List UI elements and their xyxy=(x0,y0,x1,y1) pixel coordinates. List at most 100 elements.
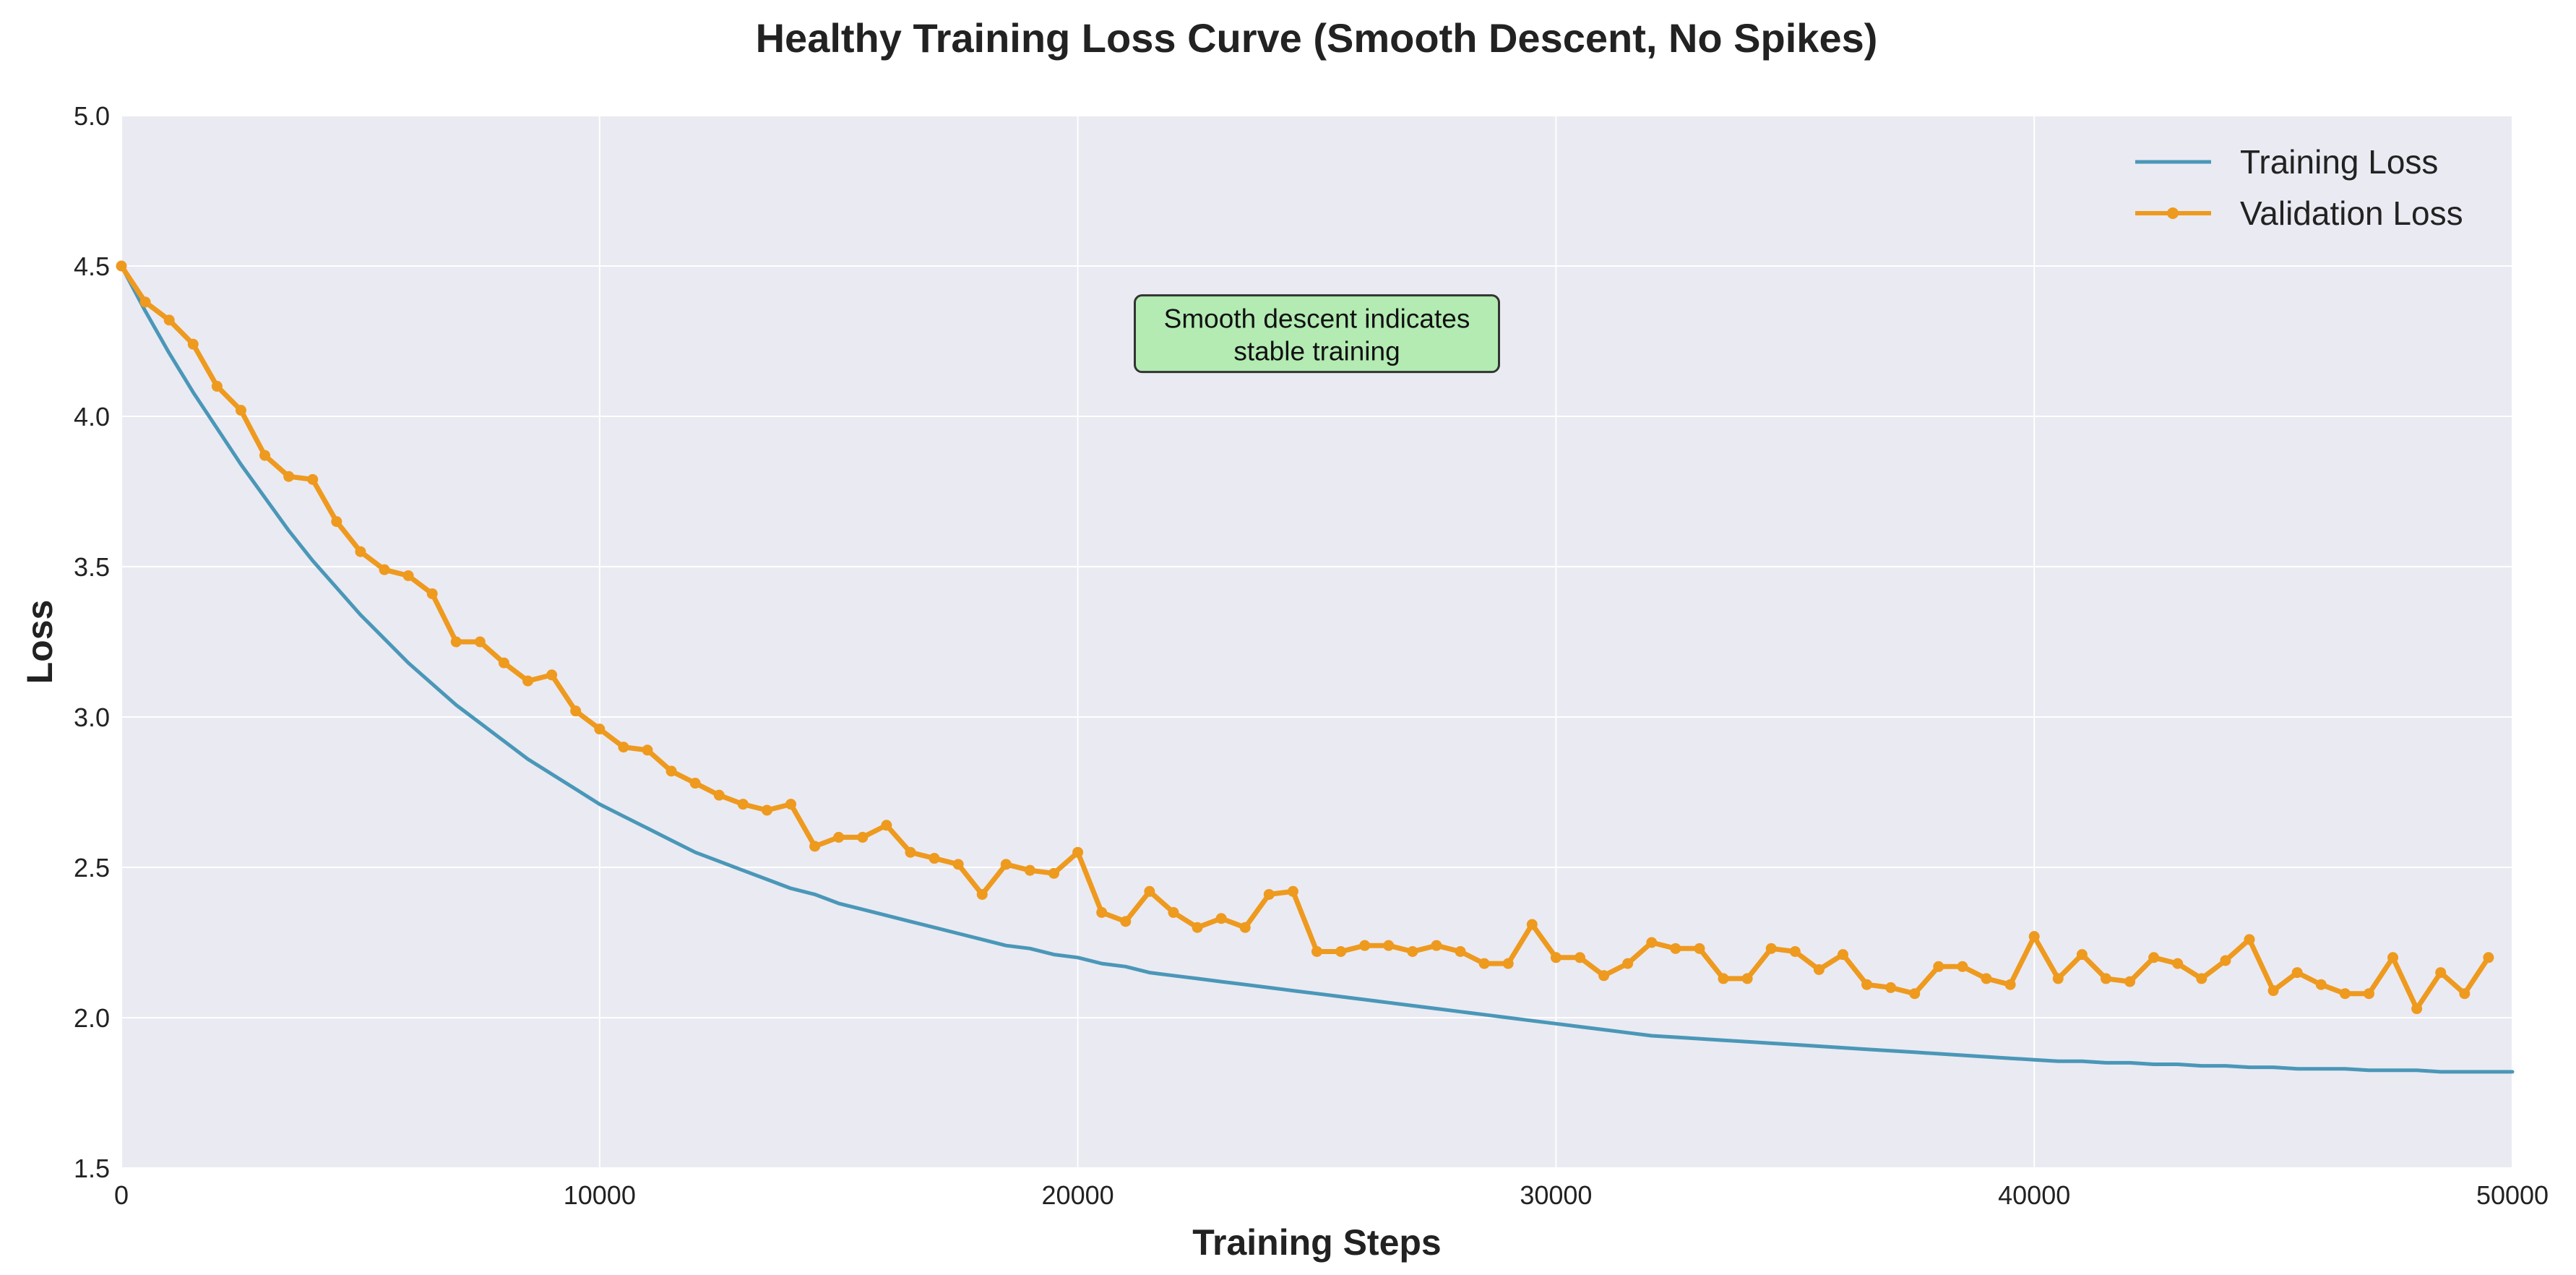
y-axis-label: Loss xyxy=(20,600,60,684)
validation-loss-point xyxy=(1837,949,1848,961)
validation-loss-point xyxy=(1718,973,1729,984)
validation-loss-point xyxy=(474,636,486,648)
validation-loss-point xyxy=(594,724,606,735)
validation-loss-point xyxy=(450,636,462,648)
validation-loss-point xyxy=(929,853,940,864)
x-tick-label: 50000 xyxy=(2476,1180,2549,1210)
y-tick-label: 3.0 xyxy=(74,703,110,732)
validation-loss-point xyxy=(1741,973,1753,984)
x-axis-ticks: 0 10000 20000 30000 40000 50000 xyxy=(114,1180,2549,1210)
validation-loss-point xyxy=(2148,952,2160,963)
y-axis-ticks: 1.5 2.0 2.5 3.0 3.5 4.0 4.5 5.0 xyxy=(74,101,110,1183)
validation-loss-point xyxy=(857,831,869,843)
validation-loss-point xyxy=(1000,859,1012,870)
validation-loss-point xyxy=(1024,864,1035,876)
validation-loss-point xyxy=(881,820,892,831)
validation-loss-point xyxy=(785,799,797,810)
validation-loss-point xyxy=(259,450,271,461)
validation-loss-point xyxy=(2387,952,2399,963)
y-tick-label: 1.5 xyxy=(74,1154,110,1183)
validation-loss-point xyxy=(1192,922,1203,933)
validation-loss-point xyxy=(2004,979,2016,990)
validation-loss-point xyxy=(546,669,558,681)
validation-loss-point xyxy=(2028,931,2040,943)
validation-loss-point xyxy=(139,296,151,308)
validation-loss-point xyxy=(833,831,845,843)
y-tick-label: 2.5 xyxy=(74,853,110,883)
validation-loss-point xyxy=(1287,885,1298,897)
validation-loss-point xyxy=(1550,952,1561,963)
validation-loss-point xyxy=(1144,885,1155,897)
validation-loss-point xyxy=(1431,940,1442,951)
validation-loss-line xyxy=(119,263,2491,1011)
legend-label-validation-loss: Validation Loss xyxy=(2240,194,2463,232)
validation-loss-point xyxy=(331,516,343,528)
validation-loss-point xyxy=(2172,958,2184,969)
validation-loss-point xyxy=(211,380,223,392)
x-tick-label: 20000 xyxy=(1042,1180,1114,1210)
validation-loss-point xyxy=(2291,967,2303,979)
x-tick-label: 10000 xyxy=(564,1180,636,1210)
validation-loss-point xyxy=(1909,988,1921,1000)
validation-loss-point xyxy=(1383,940,1395,951)
y-tick-label: 2.0 xyxy=(74,1003,110,1033)
validation-loss-point xyxy=(737,799,749,810)
validation-loss-point xyxy=(952,859,964,870)
annotation-box: Smooth descent indicates stable training xyxy=(1134,294,1500,374)
validation-loss-point xyxy=(761,804,772,816)
validation-loss-point xyxy=(1311,945,1322,957)
validation-loss-point xyxy=(689,778,701,789)
validation-loss-point xyxy=(283,471,295,482)
validation-loss-point xyxy=(1407,945,1418,957)
validation-loss-point xyxy=(642,744,653,756)
validation-loss-point xyxy=(1670,943,1681,954)
validation-loss-point xyxy=(1526,919,1538,930)
validation-loss-point xyxy=(1478,958,1490,969)
validation-loss-point xyxy=(1502,958,1514,969)
validation-loss-point xyxy=(1263,888,1275,900)
validation-loss-point xyxy=(2196,973,2207,984)
validation-loss-point xyxy=(1813,963,1825,975)
validation-loss-point xyxy=(2244,934,2255,945)
gridlines xyxy=(121,115,2513,1169)
validation-loss-point xyxy=(116,260,127,272)
validation-loss-point xyxy=(1789,945,1801,957)
validation-loss-point xyxy=(426,588,438,599)
validation-loss-point xyxy=(976,888,988,900)
validation-loss-point xyxy=(2100,973,2111,984)
validation-loss-point xyxy=(379,564,390,575)
validation-loss-point xyxy=(2339,988,2351,1000)
validation-loss-point xyxy=(1072,846,1084,858)
validation-loss-point xyxy=(1598,970,1610,982)
validation-loss-point xyxy=(713,789,725,801)
validation-loss-point xyxy=(1694,943,1705,954)
validation-loss-point xyxy=(2411,1003,2423,1015)
validation-loss-point xyxy=(1335,945,1347,957)
x-tick-label: 30000 xyxy=(1520,1180,1592,1210)
validation-loss-point xyxy=(1885,982,1897,993)
validation-loss-point xyxy=(522,675,534,687)
validation-loss-point xyxy=(2052,973,2064,984)
validation-loss-point xyxy=(1861,979,1873,990)
training-loss-line xyxy=(119,264,2515,1074)
x-tick-label: 40000 xyxy=(1998,1180,2070,1210)
validation-loss-point xyxy=(1359,940,1371,951)
validation-loss-point xyxy=(2220,955,2231,966)
validation-loss-point xyxy=(1646,937,1658,948)
validation-loss-point xyxy=(1574,952,1585,963)
validation-loss-point xyxy=(1455,945,1466,957)
validation-loss-point xyxy=(2363,988,2374,1000)
validation-loss-point xyxy=(2076,949,2088,961)
validation-loss-point xyxy=(1622,958,1634,969)
legend: Training Loss Validation Loss xyxy=(2135,143,2463,232)
validation-loss-point xyxy=(1933,961,1944,972)
y-tick-label: 3.5 xyxy=(74,552,110,582)
validation-loss-point xyxy=(1120,916,1132,927)
validation-loss-point xyxy=(1096,906,1108,918)
annotation-background xyxy=(1134,294,1500,374)
validation-loss-point xyxy=(905,846,916,858)
validation-loss-point xyxy=(2124,976,2136,987)
y-tick-label: 4.0 xyxy=(74,402,110,432)
validation-loss-point xyxy=(2267,985,2279,997)
validation-loss-point xyxy=(809,841,821,852)
